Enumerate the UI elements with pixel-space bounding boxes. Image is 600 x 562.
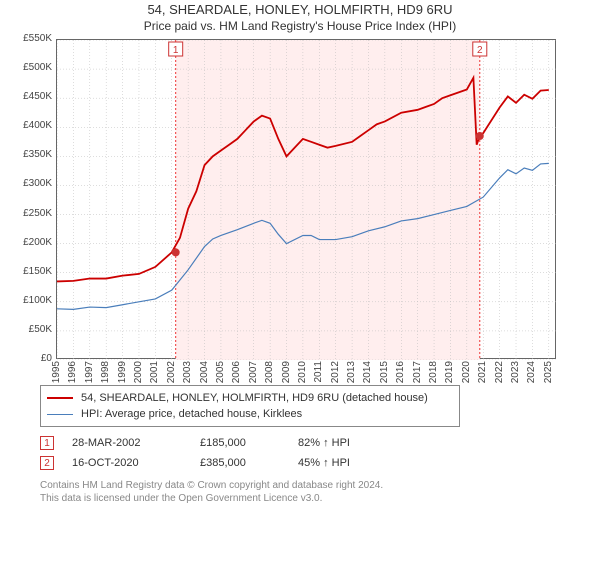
x-tick-label: 2007	[248, 361, 259, 383]
x-tick-label: 2009	[281, 361, 292, 383]
y-tick-label: £350K	[8, 149, 52, 160]
chart-subtitle: Price paid vs. HM Land Registry's House …	[0, 19, 600, 33]
x-tick-label: 2000	[133, 361, 144, 383]
x-tick-label: 2017	[412, 361, 423, 383]
y-tick-label: £200K	[8, 237, 52, 248]
chart-title: 54, SHEARDALE, HONLEY, HOLMFIRTH, HD9 6R…	[0, 2, 600, 17]
x-tick-label: 2024	[526, 361, 537, 383]
x-tick-label: 2005	[215, 361, 226, 383]
trade-marker: 2	[40, 456, 54, 470]
x-tick-label: 1998	[100, 361, 111, 383]
svg-text:2: 2	[477, 45, 483, 56]
x-tick-label: 2003	[182, 361, 193, 383]
x-tick-label: 2015	[379, 361, 390, 383]
trade-delta: 45% ↑ HPI	[298, 457, 388, 469]
legend-item: 54, SHEARDALE, HONLEY, HOLMFIRTH, HD9 6R…	[47, 390, 453, 406]
x-tick-label: 1997	[84, 361, 95, 383]
x-tick-label: 2010	[297, 361, 308, 383]
legend-swatch	[47, 397, 73, 399]
x-tick-label: 2001	[149, 361, 160, 383]
x-tick-label: 1999	[117, 361, 128, 383]
x-tick-label: 2002	[166, 361, 177, 383]
plot-area: 12	[56, 39, 556, 359]
trade-date: 28-MAR-2002	[72, 437, 182, 449]
x-tick-label: 2025	[543, 361, 554, 383]
x-tick-label: 2006	[231, 361, 242, 383]
y-tick-label: £550K	[8, 33, 52, 44]
legend-item: HPI: Average price, detached house, Kirk…	[47, 406, 453, 422]
footnote: Contains HM Land Registry data © Crown c…	[40, 479, 580, 505]
x-tick-label: 2014	[362, 361, 373, 383]
x-tick-label: 2008	[264, 361, 275, 383]
y-tick-label: £450K	[8, 91, 52, 102]
legend-label: HPI: Average price, detached house, Kirk…	[81, 408, 302, 420]
trade-delta: 82% ↑ HPI	[298, 437, 388, 449]
trade-row: 1 28-MAR-2002 £185,000 82% ↑ HPI	[40, 433, 580, 453]
x-tick-label: 2016	[395, 361, 406, 383]
trade-price: £185,000	[200, 437, 280, 449]
x-tick-label: 1995	[51, 361, 62, 383]
footnote-line: Contains HM Land Registry data © Crown c…	[40, 479, 580, 492]
x-tick-label: 2021	[477, 361, 488, 383]
x-tick-label: 2018	[428, 361, 439, 383]
x-tick-label: 1996	[67, 361, 78, 383]
y-tick-label: £150K	[8, 266, 52, 277]
svg-text:1: 1	[173, 45, 179, 56]
x-tick-label: 2013	[346, 361, 357, 383]
x-tick-label: 2012	[330, 361, 341, 383]
footnote-line: This data is licensed under the Open Gov…	[40, 492, 580, 505]
trade-date: 16-OCT-2020	[72, 457, 182, 469]
y-tick-label: £250K	[8, 208, 52, 219]
trade-table: 1 28-MAR-2002 £185,000 82% ↑ HPI 2 16-OCT-202…	[40, 433, 580, 473]
trade-row: 2 16-OCT-2020 £385,000 45% ↑ HPI	[40, 453, 580, 473]
x-tick-label: 2020	[461, 361, 472, 383]
y-tick-label: £500K	[8, 62, 52, 73]
legend: 54, SHEARDALE, HONLEY, HOLMFIRTH, HD9 6R…	[40, 385, 460, 427]
chart: 12 £0£50K£100K£150K£200K£250K£300K£350K£…	[8, 39, 568, 379]
trade-price: £385,000	[200, 457, 280, 469]
x-tick-label: 2023	[510, 361, 521, 383]
y-tick-label: £400K	[8, 120, 52, 131]
y-tick-label: £0	[8, 353, 52, 364]
y-tick-label: £300K	[8, 178, 52, 189]
trade-marker: 1	[40, 436, 54, 450]
x-tick-label: 2004	[199, 361, 210, 383]
y-tick-label: £100K	[8, 295, 52, 306]
x-tick-label: 2019	[444, 361, 455, 383]
legend-swatch	[47, 414, 73, 415]
y-tick-label: £50K	[8, 324, 52, 335]
x-tick-label: 2022	[494, 361, 505, 383]
x-tick-label: 2011	[313, 361, 324, 383]
legend-label: 54, SHEARDALE, HONLEY, HOLMFIRTH, HD9 6R…	[81, 392, 428, 404]
